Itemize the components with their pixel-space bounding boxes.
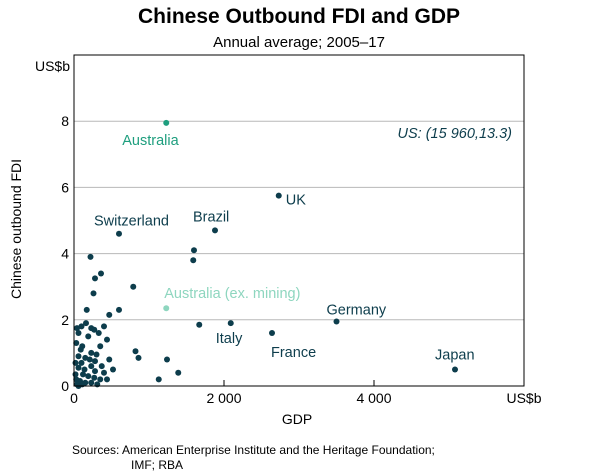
- data-point: [98, 363, 105, 370]
- y-tick-label: 8: [61, 113, 69, 129]
- data-label: Australia (ex. mining): [164, 286, 300, 302]
- x-unit-label: US$b: [506, 390, 541, 406]
- data-point: [106, 311, 113, 318]
- y-tick-label: 2: [61, 312, 69, 328]
- data-point: [91, 374, 98, 381]
- data-point: [88, 363, 95, 370]
- us-annotation: US: (15 960,13.3): [398, 126, 512, 142]
- data-label: UK: [286, 193, 306, 209]
- x-tick-label: 0: [70, 390, 78, 406]
- data-point: [104, 336, 110, 343]
- data-point: [101, 369, 107, 376]
- highlighted-point: [275, 192, 282, 199]
- data-point: [196, 321, 203, 328]
- y-tick-label: 4: [61, 246, 69, 262]
- data-labels: Australia Australia (ex. mining) UK Switzer…: [94, 133, 475, 364]
- data-point: [78, 359, 85, 366]
- data-points: [72, 119, 458, 389]
- highlighted-point: [116, 230, 122, 237]
- data-label: Germany: [327, 302, 387, 318]
- data-point: [90, 290, 97, 297]
- sources-line-2: IMF; RBA: [131, 458, 183, 472]
- chart-subtitle: Annual average; 2005–17: [213, 34, 385, 51]
- data-point: [86, 356, 93, 363]
- data-point: [75, 330, 82, 337]
- data-point: [190, 257, 197, 264]
- data-point: [91, 326, 98, 333]
- data-label: Australia: [122, 133, 179, 149]
- data-point: [92, 368, 98, 375]
- y-tick-labels: 0 2 4 6 8: [61, 113, 69, 394]
- y-axis-label: Chinese outbound FDI: [8, 159, 24, 299]
- data-point: [95, 330, 102, 337]
- data-point: [83, 306, 90, 313]
- data-point: [72, 359, 79, 366]
- data-point: [93, 351, 100, 358]
- data-point: [75, 353, 82, 360]
- x-tick-label: 4 000: [356, 390, 391, 406]
- data-point: [81, 366, 88, 373]
- data-point: [74, 325, 80, 332]
- highlighted-point: [269, 330, 275, 337]
- highlighted-point: [212, 227, 218, 234]
- data-point: [85, 333, 92, 340]
- y-tick-label: 0: [61, 378, 69, 394]
- x-tick-labels: 0 2 000 4 000: [70, 380, 392, 406]
- data-point: [164, 356, 170, 363]
- data-point: [73, 339, 80, 346]
- data-label: Brazil: [193, 209, 229, 225]
- data-point: [97, 376, 104, 383]
- data-point: [130, 283, 137, 290]
- y-tick-label: 6: [61, 179, 69, 195]
- data-point: [98, 270, 104, 277]
- data-point: [132, 348, 139, 355]
- data-point: [135, 354, 142, 361]
- data-point: [92, 275, 98, 282]
- data-point: [106, 356, 113, 363]
- data-point: [75, 364, 82, 371]
- highlighted-point: [452, 366, 458, 373]
- data-label: Italy: [216, 331, 243, 347]
- x-axis-label: GDP: [282, 411, 312, 427]
- data-point: [87, 253, 94, 260]
- data-point: [101, 323, 107, 330]
- data-point: [97, 343, 104, 350]
- data-label: Switzerland: [94, 214, 169, 230]
- data-point: [116, 306, 122, 313]
- data-point: [80, 371, 86, 378]
- gridlines: [74, 120, 524, 321]
- data-point: [77, 346, 84, 353]
- data-point: [85, 373, 92, 380]
- highlighted-point: [163, 119, 170, 126]
- highlighted-point: [227, 320, 234, 327]
- data-point: [82, 354, 89, 361]
- data-point: [92, 358, 98, 365]
- data-point: [155, 376, 162, 383]
- data-point: [104, 376, 110, 383]
- highlighted-point: [163, 305, 170, 312]
- plot-frame: [73, 54, 525, 387]
- data-point: [175, 369, 182, 376]
- data-point: [88, 379, 95, 386]
- data-point: [78, 323, 85, 330]
- data-label: Japan: [435, 347, 475, 363]
- data-label: France: [271, 345, 316, 361]
- data-point: [110, 366, 116, 373]
- sources-line-1: Sources: American Enterprise Institute a…: [72, 443, 435, 457]
- y-unit-label: US$b: [35, 58, 70, 74]
- highlighted-point: [333, 318, 340, 325]
- x-tick-label: 2 000: [206, 390, 241, 406]
- data-point: [88, 349, 95, 356]
- data-point: [191, 247, 197, 254]
- chart-title: Chinese Outbound FDI and GDP: [138, 5, 460, 28]
- data-point: [83, 320, 89, 327]
